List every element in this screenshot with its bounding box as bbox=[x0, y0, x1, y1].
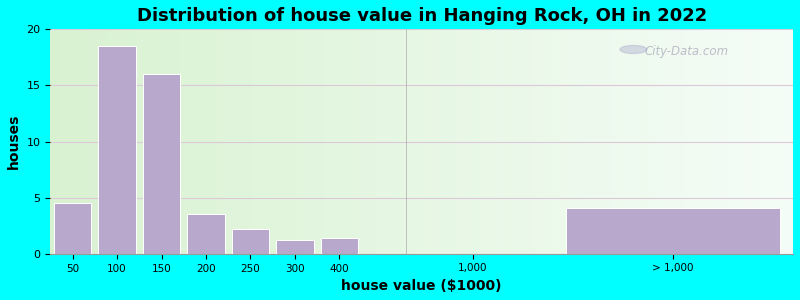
Bar bbox=[54, 203, 91, 254]
Circle shape bbox=[620, 45, 646, 53]
Bar bbox=[98, 46, 136, 254]
Text: City-Data.com: City-Data.com bbox=[645, 45, 729, 58]
Bar bbox=[321, 238, 358, 254]
X-axis label: house value ($1000): house value ($1000) bbox=[342, 279, 502, 293]
Bar bbox=[142, 74, 181, 254]
Bar bbox=[566, 208, 780, 254]
Bar bbox=[187, 214, 225, 254]
Y-axis label: houses: houses bbox=[7, 114, 21, 169]
Bar bbox=[276, 240, 314, 254]
Bar bbox=[231, 229, 270, 254]
Title: Distribution of house value in Hanging Rock, OH in 2022: Distribution of house value in Hanging R… bbox=[137, 7, 707, 25]
